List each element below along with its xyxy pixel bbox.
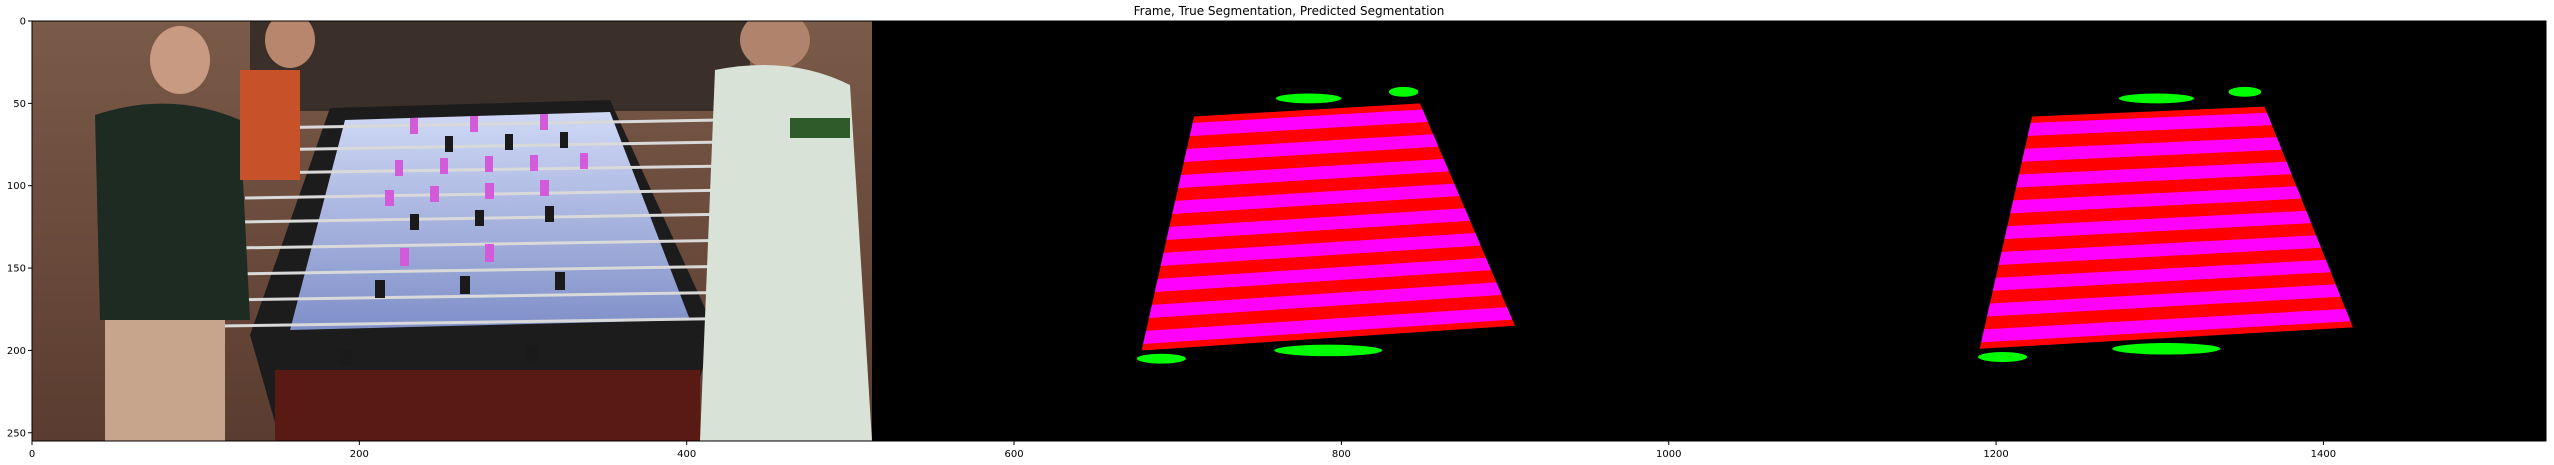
rod-mask [1154,257,1492,292]
rod-mask [1160,233,1481,267]
rod-mask [1148,282,1502,318]
marker-blob [1978,352,2028,362]
x-tick-label: 1000 [1656,449,1681,460]
rod-mask [1183,134,1439,163]
rod-mask [2004,210,2312,240]
foosball-playfield [290,112,690,330]
x-tick-label: 600 [1004,449,1023,460]
rod-mask [1189,109,1428,137]
y-tick-label: 50 [13,99,26,110]
marker-blob [1274,344,1383,357]
marker-blob [1388,86,1419,97]
rod-mask [2010,186,2302,214]
x-tick-label: 400 [677,449,696,460]
player-left-back [240,21,315,180]
y-tick-label: 250 [7,428,26,439]
rod-mask [1981,308,2351,343]
marker-blob [2228,86,2262,97]
foosball-figures [385,114,588,266]
x-axis-ticks: 0 200 400 600 800 1000 1200 1400 [29,441,2336,460]
chart-title: Frame, True Segmentation, Predicted Segm… [1134,4,1445,18]
player-left [95,26,250,441]
marker-blob [2118,93,2195,104]
rod-mask [1166,208,1471,241]
foosball-figures-dark [340,132,568,366]
player-right [700,21,872,441]
axes-frame [31,20,2547,442]
rod-mask [2027,112,2272,136]
marker-blob [1275,93,1342,104]
rod-mask [1172,183,1460,215]
foosball-side-panel [275,370,700,441]
y-tick-label: 100 [7,181,26,192]
frame-panel [32,21,872,441]
true-segmentation-panel [1136,86,1515,364]
rod-mask [2021,137,2282,162]
marker-blob [2112,343,2221,355]
frame-wall [250,21,750,111]
x-tick-label: 1400 [2311,449,2336,460]
predicted-segmentation-panel [1978,86,2353,362]
y-axis-ticks: 0 50 100 150 200 250 [7,17,32,439]
y-tick-label: 200 [7,346,26,357]
rod-mask [1992,259,2331,291]
rod-mask [1178,158,1449,189]
rod-mask [1143,307,1513,344]
rod-mask [2016,161,2292,188]
marker-blob [1136,353,1186,364]
rod-mask [1998,235,2321,265]
rod-mask [1986,284,2341,317]
x-tick-label: 200 [350,449,369,460]
x-tick-label: 800 [1332,449,1351,460]
y-tick-label: 150 [7,264,26,275]
x-tick-label: 0 [29,449,35,460]
x-tick-label: 1200 [1983,449,2008,460]
y-tick-label: 0 [20,17,26,28]
